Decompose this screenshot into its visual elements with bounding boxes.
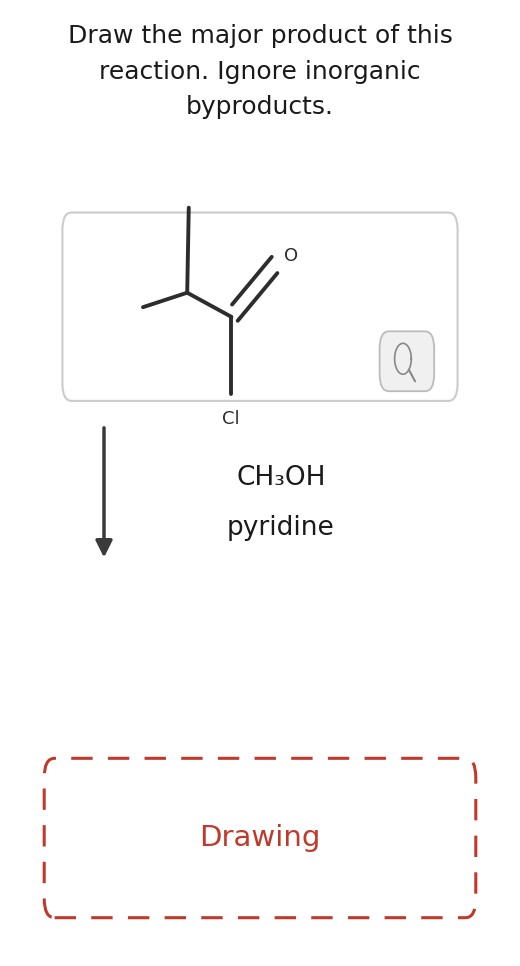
Text: pyridine: pyridine	[227, 516, 335, 541]
Text: Cl: Cl	[222, 410, 239, 428]
Text: O: O	[284, 247, 298, 265]
FancyBboxPatch shape	[62, 213, 458, 401]
Text: CH₃OH: CH₃OH	[236, 466, 326, 491]
FancyBboxPatch shape	[44, 758, 476, 918]
Text: Draw the major product of this
reaction. Ignore inorganic
byproducts.: Draw the major product of this reaction.…	[68, 24, 452, 119]
FancyBboxPatch shape	[380, 331, 434, 391]
Text: Drawing: Drawing	[199, 824, 321, 852]
